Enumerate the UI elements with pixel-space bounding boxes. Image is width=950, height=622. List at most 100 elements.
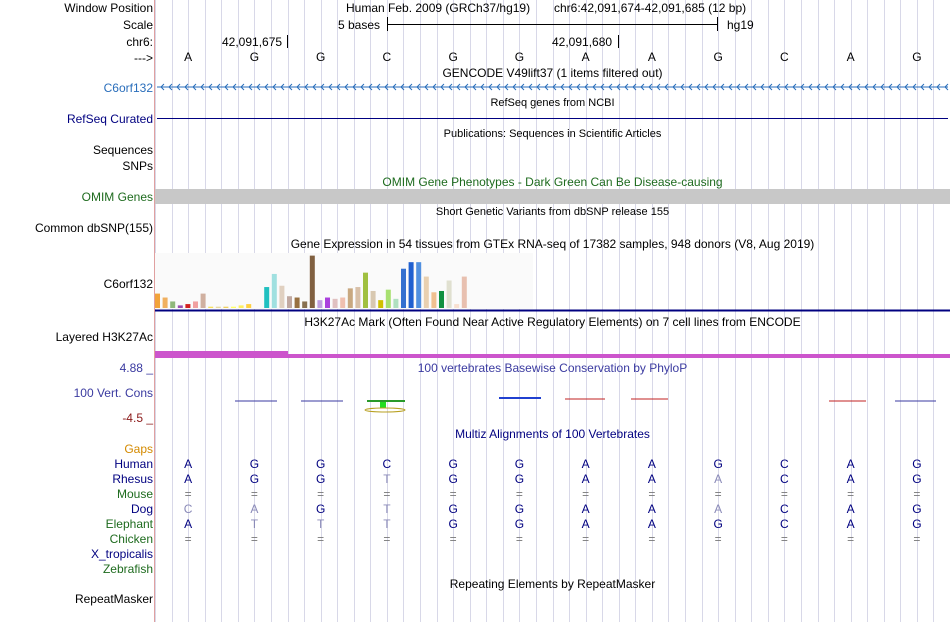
gencode-chevron: [304, 83, 309, 91]
gencode-chevron: [544, 83, 549, 91]
gtex-bar: [294, 297, 300, 308]
gencode-chevron: [192, 83, 197, 91]
alignment-base: T: [316, 517, 325, 531]
alignment-base: A: [647, 502, 656, 516]
alignment-base: A: [184, 472, 193, 486]
alignment-base: A: [846, 517, 855, 531]
gtex-bar: [363, 272, 368, 308]
gencode-chevron: [528, 83, 533, 91]
strand-label: --->: [134, 51, 153, 65]
gencode-chevron: [240, 83, 245, 91]
assembly-text: Human Feb. 2009 (GRCh37/hg19): [346, 1, 531, 15]
label-snps[interactable]: SNPs: [122, 159, 153, 173]
gtex-bar: [177, 305, 183, 308]
gencode-chevron: [232, 83, 237, 91]
gencode-chevron: [392, 83, 397, 91]
species-label[interactable]: Human: [114, 457, 153, 471]
gencode-track-title: GENCODE V49lift37 (1 items filtered out): [442, 66, 663, 80]
base-letter: C: [780, 50, 789, 64]
base-letter: A: [581, 50, 590, 64]
h3k27ac-signal-base[interactable]: [155, 354, 950, 358]
species-label[interactable]: Elephant: [105, 517, 153, 531]
base-letter: G: [912, 50, 922, 64]
gencode-chevron: [184, 83, 189, 91]
base-letter: C: [382, 50, 392, 64]
gencode-chevron: [848, 83, 853, 91]
species-label[interactable]: Dog: [130, 502, 153, 516]
alignment-base: C: [780, 517, 789, 531]
gtex-bar: [231, 306, 236, 308]
species-label[interactable]: Rhesus: [112, 472, 153, 486]
gtex-bar: [271, 273, 277, 308]
alignment-base: =: [383, 532, 391, 546]
gencode-chevron: [688, 83, 693, 91]
gencode-chevron: [736, 83, 741, 91]
gencode-feature[interactable]: [155, 80, 950, 94]
species-label[interactable]: Zebrafish: [102, 562, 153, 576]
alignment-base: =: [449, 532, 457, 546]
label-c6orf132-gene[interactable]: C6orf132: [103, 81, 153, 95]
gtex-bar: [461, 276, 467, 308]
gtex-bar: [162, 297, 168, 308]
gencode-chevron: [344, 83, 349, 91]
label-gtex-gene[interactable]: C6orf132: [103, 277, 153, 291]
gtex-bar: [287, 296, 292, 308]
gtex-bar: [347, 288, 353, 308]
gtex-bar-chart[interactable]: [155, 250, 950, 312]
label-layered-h3k27ac[interactable]: Layered H3K27Ac: [55, 330, 153, 344]
gtex-bar: [325, 297, 330, 308]
gencode-chevron: [632, 83, 637, 91]
alignment-base: G: [315, 472, 326, 486]
alignment-base: =: [648, 532, 656, 546]
gencode-chevron: [896, 83, 901, 91]
label-100-vert-cons[interactable]: 100 Vert. Cons: [73, 386, 153, 400]
gencode-chevron: [888, 83, 893, 91]
label-sequences[interactable]: Sequences: [92, 143, 153, 157]
gencode-chevrons: [160, 83, 949, 91]
alignment-base: T: [383, 472, 391, 486]
coord-tick-left: [287, 35, 288, 48]
alignment-base: =: [184, 487, 192, 501]
gencode-chevron: [520, 83, 525, 91]
track-area[interactable]: Human Feb. 2009 (GRCh37/hg19) chr6:42,09…: [155, 0, 950, 622]
label-repeatmasker[interactable]: RepeatMasker: [74, 592, 153, 606]
gencode-chevron: [352, 83, 357, 91]
species-label[interactable]: X_tropicalis: [90, 547, 153, 561]
alignment-base: G: [249, 472, 260, 486]
coord-left: 42,091,675: [222, 35, 283, 49]
phylop-signal[interactable]: [155, 392, 950, 414]
alignment-base: G: [448, 517, 458, 531]
chrom-label: chr6:: [126, 35, 153, 49]
gencode-chevron: [616, 83, 621, 91]
species-label[interactable]: Chicken: [109, 532, 153, 546]
omim-track-title: OMIM Gene Phenotypes - Dark Green Can Be…: [382, 175, 723, 189]
gtex-bar: [446, 280, 452, 308]
alignment-base: =: [515, 532, 523, 546]
base-letter: G: [514, 50, 525, 64]
alignment-base: A: [846, 472, 855, 486]
db-text: hg19: [727, 18, 754, 32]
label-omim-genes[interactable]: OMIM Genes: [81, 190, 153, 204]
gencode-chevron: [648, 83, 653, 91]
alignment-base: T: [383, 517, 391, 531]
alignment-base: =: [847, 532, 855, 546]
label-gaps[interactable]: Gaps: [124, 442, 153, 456]
label-common-dbsnp[interactable]: Common dbSNP(155): [34, 221, 153, 235]
gencode-chevron: [592, 83, 597, 91]
gtex-bar: [302, 301, 308, 308]
species-label[interactable]: Mouse: [116, 487, 153, 501]
gtex-bar: [309, 255, 315, 308]
omim-feature-bar[interactable]: [155, 189, 950, 204]
gencode-chevron: [680, 83, 685, 91]
gencode-chevron: [856, 83, 861, 91]
gencode-chevron: [600, 83, 605, 91]
multiz-track-title: Multiz Alignments of 100 Vertebrates: [455, 427, 650, 441]
h3k27ac-signal-peak[interactable]: [155, 351, 288, 354]
gtex-bar: [193, 301, 198, 308]
gencode-chevron: [784, 83, 789, 91]
refseq-feature[interactable]: [157, 118, 948, 119]
gencode-chevron: [928, 83, 933, 91]
label-refseq-curated[interactable]: RefSeq Curated: [66, 112, 153, 126]
alignment-base: A: [846, 457, 855, 471]
gtex-bar: [332, 298, 338, 308]
